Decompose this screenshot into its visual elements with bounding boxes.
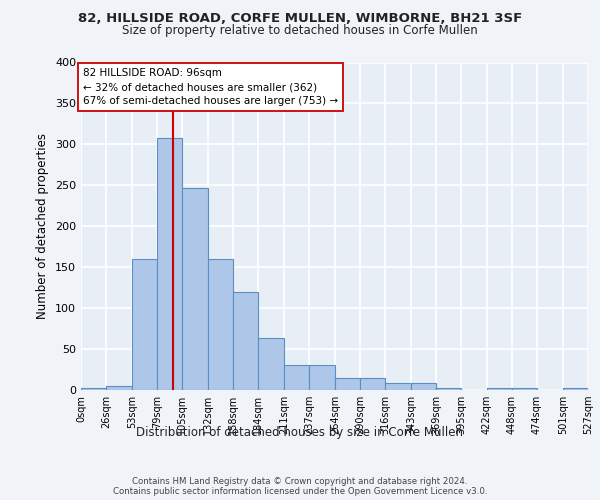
Bar <box>81 388 106 390</box>
Bar <box>233 292 258 390</box>
Bar <box>182 188 208 390</box>
Bar <box>385 384 411 390</box>
Text: 82, HILLSIDE ROAD, CORFE MULLEN, WIMBORNE, BH21 3SF: 82, HILLSIDE ROAD, CORFE MULLEN, WIMBORN… <box>78 12 522 26</box>
Bar <box>411 384 436 390</box>
Bar <box>309 364 335 390</box>
Text: Contains public sector information licensed under the Open Government Licence v3: Contains public sector information licen… <box>113 486 487 496</box>
Bar <box>258 338 284 390</box>
Bar <box>157 138 182 390</box>
Bar <box>106 386 132 390</box>
Bar <box>487 388 512 390</box>
Bar <box>360 378 385 390</box>
Bar <box>208 259 233 390</box>
Text: Contains HM Land Registry data © Crown copyright and database right 2024.: Contains HM Land Registry data © Crown c… <box>132 476 468 486</box>
Text: Distribution of detached houses by size in Corfe Mullen: Distribution of detached houses by size … <box>137 426 464 439</box>
Text: 82 HILLSIDE ROAD: 96sqm
← 32% of detached houses are smaller (362)
67% of semi-d: 82 HILLSIDE ROAD: 96sqm ← 32% of detache… <box>83 68 338 106</box>
Bar <box>436 388 461 390</box>
Bar <box>335 378 360 390</box>
Bar <box>512 388 537 390</box>
Bar <box>284 364 309 390</box>
Y-axis label: Number of detached properties: Number of detached properties <box>37 133 49 320</box>
Bar <box>132 259 157 390</box>
Text: Size of property relative to detached houses in Corfe Mullen: Size of property relative to detached ho… <box>122 24 478 37</box>
Bar <box>563 388 588 390</box>
